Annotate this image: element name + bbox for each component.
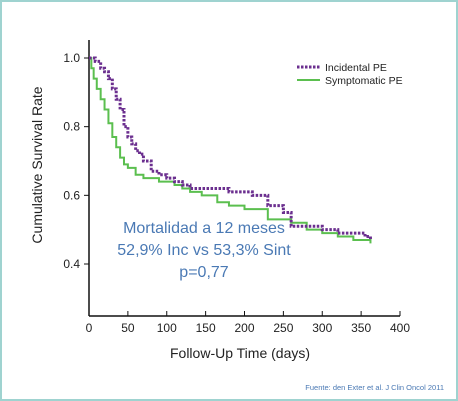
y-ticks: 0.4 0.6 0.8 1.0 xyxy=(63,51,89,271)
y-axis-title: Cumulative Survival Rate xyxy=(29,86,45,243)
x-axis-title: Follow-Up Time (days) xyxy=(170,345,310,361)
annotation-box: Mortalidad a 12 meses 52,9% Inc vs 53,3%… xyxy=(117,220,291,281)
y-tick-label: 0.4 xyxy=(63,257,80,271)
x-tick-label: 400 xyxy=(390,321,410,335)
x-ticks: 0 50 100 150 200 250 300 350 400 xyxy=(86,311,410,335)
legend: Incidental PE Symptomatic PE xyxy=(297,62,403,87)
x-tick-label: 350 xyxy=(351,321,371,335)
y-tick-label: 1.0 xyxy=(63,51,80,65)
source-citation: Fuente: den Exter et al. J Clin Oncol 20… xyxy=(305,383,444,392)
x-tick-label: 250 xyxy=(273,321,293,335)
x-tick-label: 150 xyxy=(196,321,216,335)
y-tick-label: 0.6 xyxy=(63,188,80,202)
annotation-line-3: p=0,77 xyxy=(179,264,228,281)
x-tick-label: 0 xyxy=(86,321,93,335)
annotation-line-2: 52,9% Inc vs 53,3% Sint xyxy=(117,242,291,259)
incidental-pe-line xyxy=(89,56,372,240)
x-tick-label: 50 xyxy=(121,321,135,335)
legend-label-incidental: Incidental PE xyxy=(325,62,387,74)
series-layer xyxy=(89,56,372,244)
y-tick-label: 0.8 xyxy=(63,120,80,134)
x-tick-label: 100 xyxy=(157,321,177,335)
x-tick-label: 300 xyxy=(312,321,332,335)
legend-label-symptomatic: Symptomatic PE xyxy=(325,75,403,87)
annotation-line-1: Mortalidad a 12 meses xyxy=(123,220,285,237)
x-tick-label: 200 xyxy=(234,321,254,335)
